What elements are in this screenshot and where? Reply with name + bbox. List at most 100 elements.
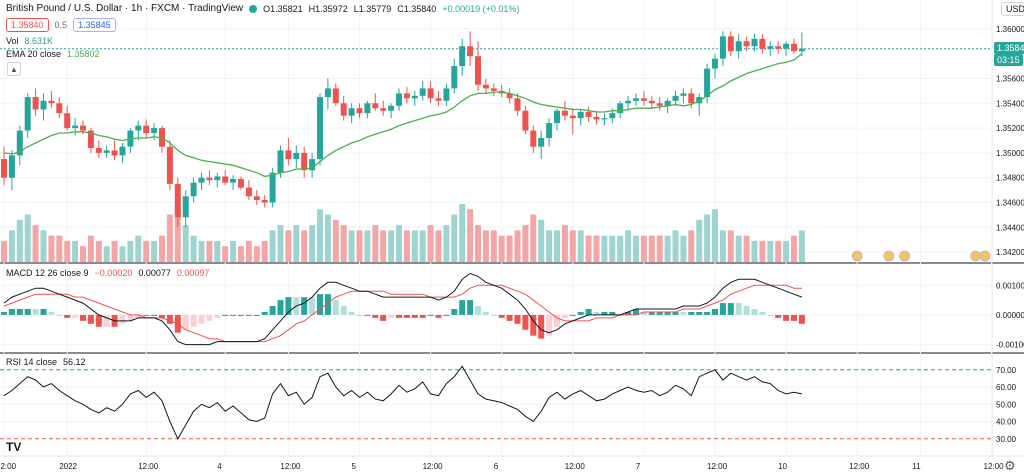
collapse-icon[interactable]: ▲ — [7, 62, 21, 76]
sell-price[interactable]: 1.35840 — [6, 18, 49, 32]
volume-bar — [403, 230, 410, 262]
volume-bar — [648, 235, 655, 262]
spread-value: 0.5 — [54, 20, 68, 30]
price-tick-label: 1.35400 — [996, 99, 1024, 108]
time-tick-label: 4 — [217, 462, 222, 471]
candle-body — [554, 110, 560, 124]
macd-histogram-bar — [253, 314, 260, 316]
time-tick-label: 12:00 — [423, 462, 444, 471]
volume-bar — [775, 240, 782, 262]
volume-bar — [759, 240, 766, 262]
volume-bar — [56, 235, 63, 262]
rsi-legend: RSI 14 close 56.12 — [6, 357, 86, 367]
symbol-title[interactable]: British Pound / U.S. Dollar · 1h · FXCM … — [6, 3, 244, 14]
currency-selector[interactable]: USD — [1001, 2, 1024, 16]
macd-histogram-bar — [419, 314, 426, 318]
buy-price[interactable]: 1.35845 — [73, 18, 116, 32]
volume-bar — [269, 230, 276, 262]
volume-bar — [767, 240, 774, 262]
macd-histogram-bar — [546, 314, 553, 336]
volume-bar — [743, 235, 750, 262]
volume-bar — [475, 225, 481, 262]
ema-label[interactable]: EMA 20 close — [6, 49, 62, 59]
candle-body — [166, 146, 173, 184]
candle-body — [522, 110, 529, 131]
macd-histogram-bar — [396, 314, 402, 318]
volume-bar — [174, 204, 181, 262]
candle-body — [261, 200, 268, 203]
macd-histogram-bar — [103, 314, 110, 327]
settings-gear-icon[interactable]: ⚙ — [1004, 458, 1016, 473]
candle-body — [103, 150, 110, 153]
volume-bar — [554, 230, 560, 262]
macd-histogram-bar — [680, 311, 687, 315]
volume-bar — [72, 240, 79, 262]
volume-bar — [482, 230, 489, 262]
candle-body — [143, 125, 150, 134]
macd-histogram-bar — [356, 314, 363, 316]
volume-bar — [514, 230, 521, 262]
price-tick-label: 1.34200 — [996, 248, 1024, 257]
rsi-value: 56.12 — [63, 357, 86, 367]
candle-body — [712, 58, 718, 69]
candle-body — [245, 187, 252, 197]
price-tick-label: 1.34600 — [996, 198, 1024, 207]
volume-bar — [87, 235, 94, 262]
volume-bar — [206, 240, 213, 262]
candle-body — [348, 108, 355, 116]
rsi-line — [3, 365, 803, 440]
tradingview-logo-icon[interactable]: TV — [6, 440, 22, 454]
event-flag-icon — [979, 250, 991, 262]
time-tick-label: 7 — [636, 462, 641, 471]
candle-body — [111, 150, 118, 156]
volume-bar — [214, 240, 221, 262]
volume-bar — [490, 230, 497, 262]
macd-histogram-bar — [151, 314, 158, 316]
volume-bar — [95, 240, 102, 262]
volume-value: 8.631K — [24, 36, 54, 46]
high-value: H1.35972 — [308, 3, 348, 14]
macd-histogram-bar — [467, 300, 474, 315]
volume-bar — [332, 219, 339, 262]
macd-histogram-bar — [332, 300, 339, 315]
volume-bar — [1, 240, 7, 262]
candle-body — [151, 128, 158, 134]
rsi-tick-label: 40.00 — [996, 418, 1017, 427]
macd-histogram-bar — [238, 314, 244, 316]
change-value: +0.00019 (+0.01%) — [442, 3, 520, 14]
volume-bar — [609, 235, 616, 262]
rsi-label[interactable]: RSI 14 close — [6, 357, 58, 367]
volume-bar — [198, 240, 205, 262]
macd-histogram-bar — [317, 294, 323, 315]
price-tick-label: 1.35000 — [996, 149, 1024, 158]
candle-body — [64, 113, 71, 129]
candle-body — [87, 130, 94, 148]
macd-histogram-bar — [490, 314, 497, 316]
volume-bar — [190, 235, 197, 262]
volume-bar — [16, 219, 23, 262]
macd-histogram-bar — [372, 314, 379, 318]
macd-label[interactable]: MACD 12 26 close 9 — [6, 268, 89, 278]
volume-bar — [640, 235, 647, 262]
volume-bar — [103, 246, 110, 262]
volume-bar — [8, 230, 15, 262]
volume-bar — [783, 240, 790, 262]
macd-histogram-bar — [95, 314, 102, 327]
candle-body — [719, 36, 726, 59]
volume-bar — [166, 214, 173, 262]
macd-histogram-bar — [451, 309, 458, 315]
volume-bar — [467, 209, 474, 262]
event-flag-icon — [899, 250, 910, 262]
time-tick-label: 12:00 — [984, 462, 1005, 471]
macd-histogram-bar — [32, 309, 39, 315]
macd-histogram-bar — [222, 314, 229, 316]
ema-value: 1.35802 — [67, 49, 100, 59]
candle-body — [364, 103, 371, 114]
candle-body — [482, 84, 489, 89]
candle-body — [727, 36, 734, 52]
volume-bar — [664, 235, 671, 262]
volume-bar — [593, 235, 600, 262]
volume-label[interactable]: Vol — [6, 36, 19, 46]
eye-icon[interactable] — [249, 4, 258, 13]
